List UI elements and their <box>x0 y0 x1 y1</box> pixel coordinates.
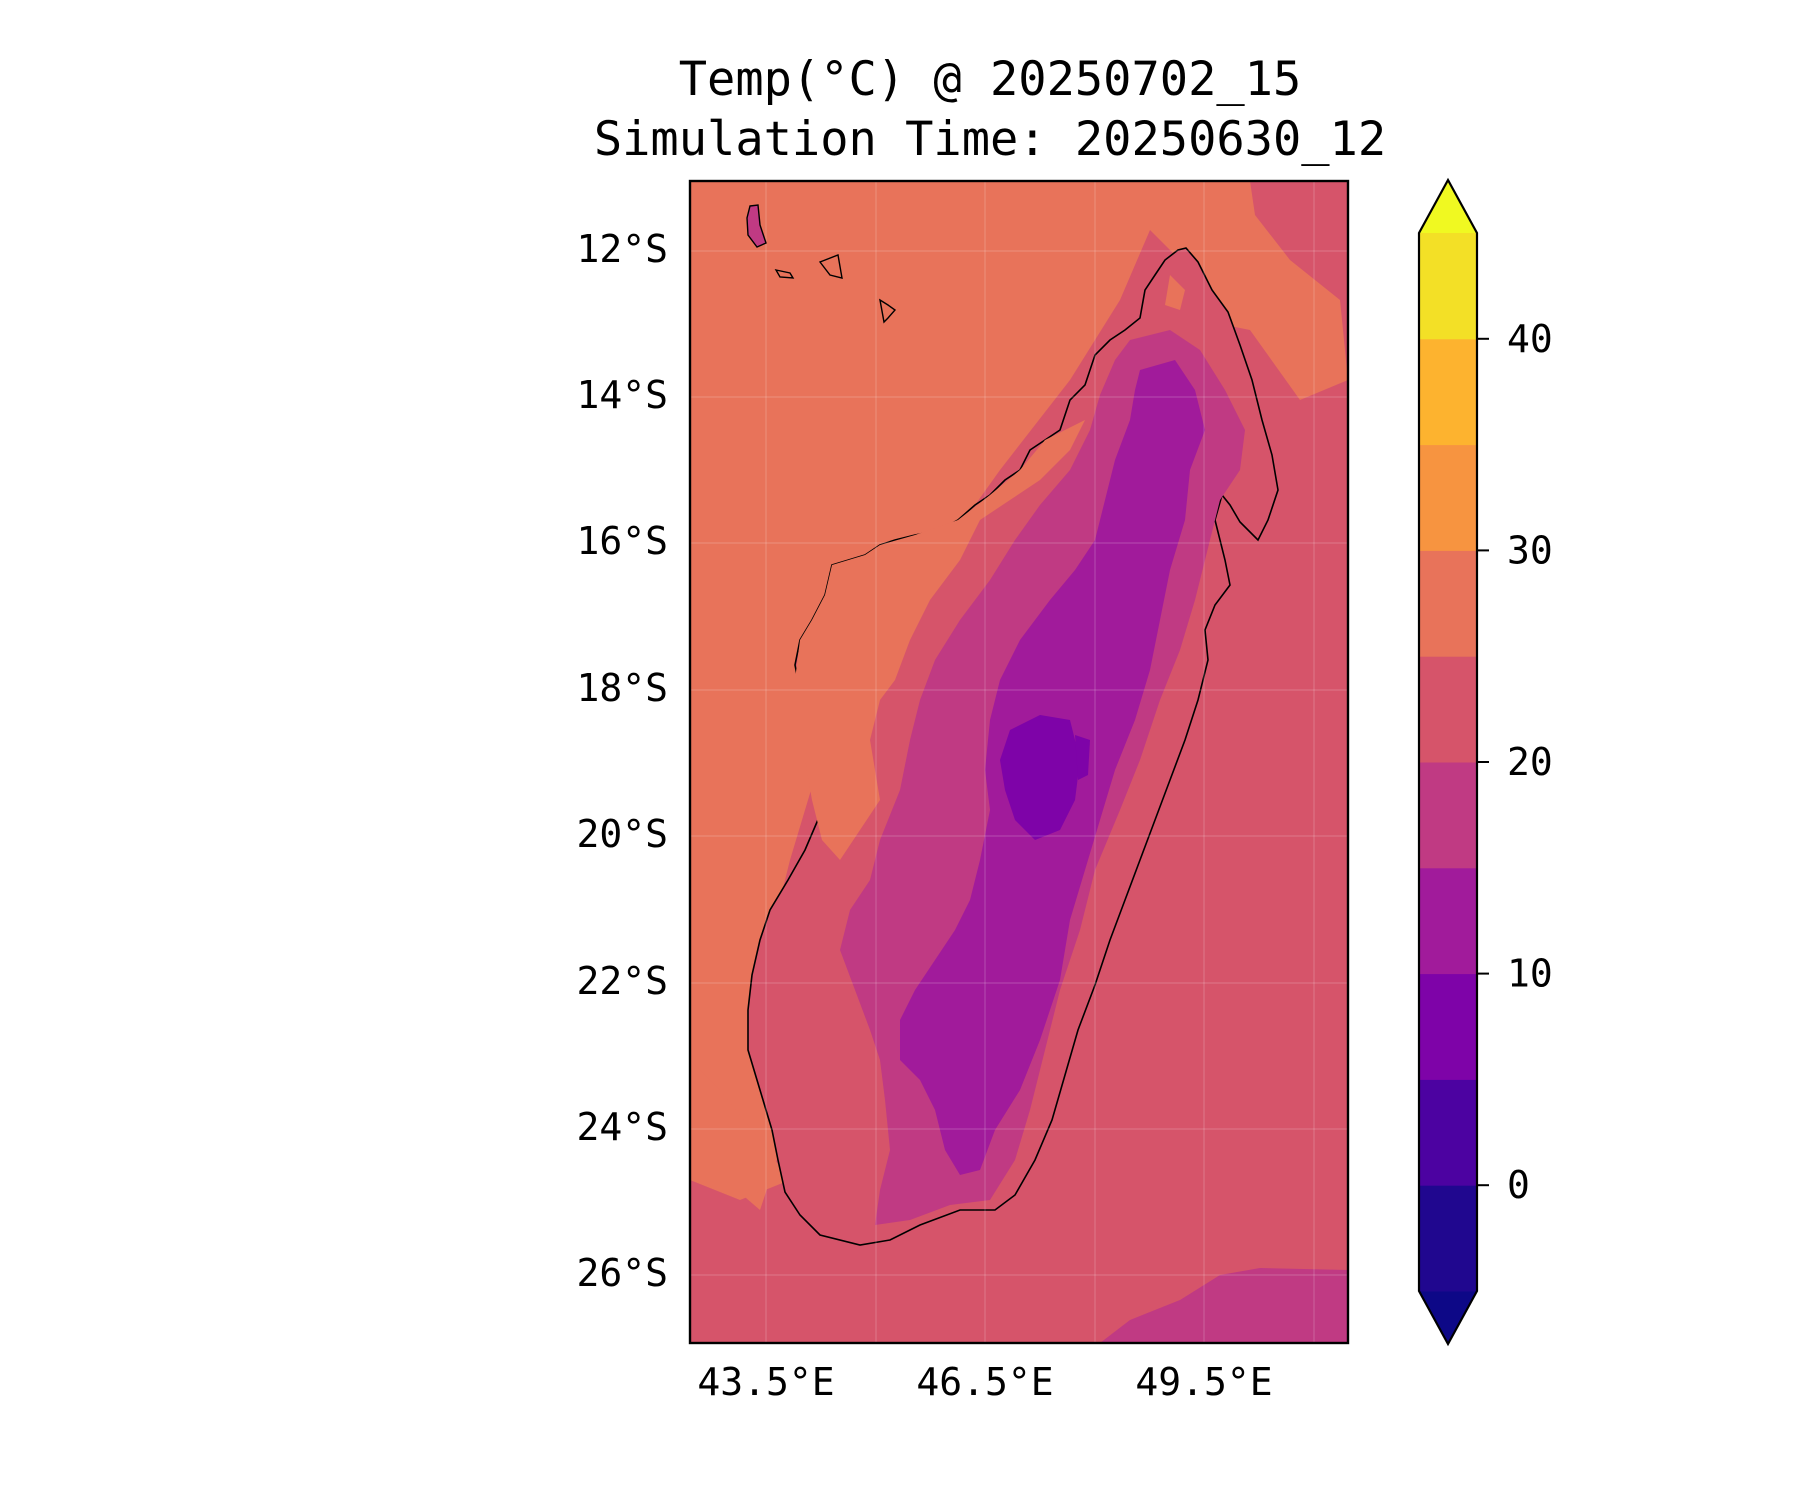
colorbar-band <box>1419 233 1477 340</box>
title-line-1: Temp(°C) @ 20250702_15 <box>678 52 1302 107</box>
colorbar-band <box>1419 444 1477 551</box>
warm-ocean-region <box>690 181 1348 1210</box>
lat-tick-label: 12°S <box>576 227 668 271</box>
cool-ocean-patch <box>1100 1268 1348 1343</box>
colorbar-tick-label: 30 <box>1507 528 1553 572</box>
lat-tick-label: 22°S <box>576 959 668 1003</box>
colorbar-outline <box>1417 177 1479 1347</box>
title-line-2: Simulation Time: 20250630_12 <box>593 112 1387 167</box>
lat-tick-label: 14°S <box>576 373 668 417</box>
lon-tick-labels: 43.5°E 46.5°E 49.5°E <box>697 1360 1272 1404</box>
land-warm-north <box>1165 275 1185 310</box>
colorbar-band <box>1419 338 1477 446</box>
colorbar-band <box>1419 550 1477 657</box>
comoros-islands <box>746 204 897 324</box>
lat-tick-labels: 12°S 14°S 16°S 18°S 20°S 22°S 24°S 26°S <box>576 227 668 1295</box>
lat-tick-label: 26°S <box>576 1251 668 1295</box>
warm-ocean-sw <box>690 1060 790 1200</box>
map-panel <box>690 181 1348 1343</box>
colorbar-band <box>1419 762 1477 869</box>
land-warm-west <box>795 420 1085 860</box>
lat-tick-label: 18°S <box>576 666 668 710</box>
lat-tick-label: 20°S <box>576 812 668 856</box>
colorbar-extend-under <box>1419 1291 1477 1344</box>
land-5-10-core-2 <box>1075 735 1090 780</box>
colorbar-tick-label: 0 <box>1507 1163 1530 1207</box>
lat-tick-label: 16°S <box>576 519 668 563</box>
lon-tick-label: 43.5°E <box>697 1360 834 1404</box>
lat-tick-label: 24°S <box>576 1105 668 1149</box>
colorbar-band <box>1419 867 1477 975</box>
colorbar-tick-label: 20 <box>1507 740 1553 784</box>
colorbar-tick-label: 40 <box>1507 317 1553 361</box>
colorbar-extend-over <box>1419 180 1477 233</box>
colorbar-band <box>1419 1185 1477 1292</box>
colorbar: 0 10 20 30 40 <box>1417 177 1553 1347</box>
land-5-10-core <box>1000 715 1080 840</box>
gridlines <box>690 181 1348 1343</box>
lon-tick-label: 49.5°E <box>1135 1360 1272 1404</box>
map-frame <box>688 179 1350 1345</box>
colorbar-tick-label: 10 <box>1507 952 1553 996</box>
lon-tick-label: 46.5°E <box>916 1360 1053 1404</box>
colorbar-band <box>1419 973 1477 1080</box>
colorbar-band <box>1419 1079 1477 1186</box>
colorbar-band <box>1419 656 1477 763</box>
